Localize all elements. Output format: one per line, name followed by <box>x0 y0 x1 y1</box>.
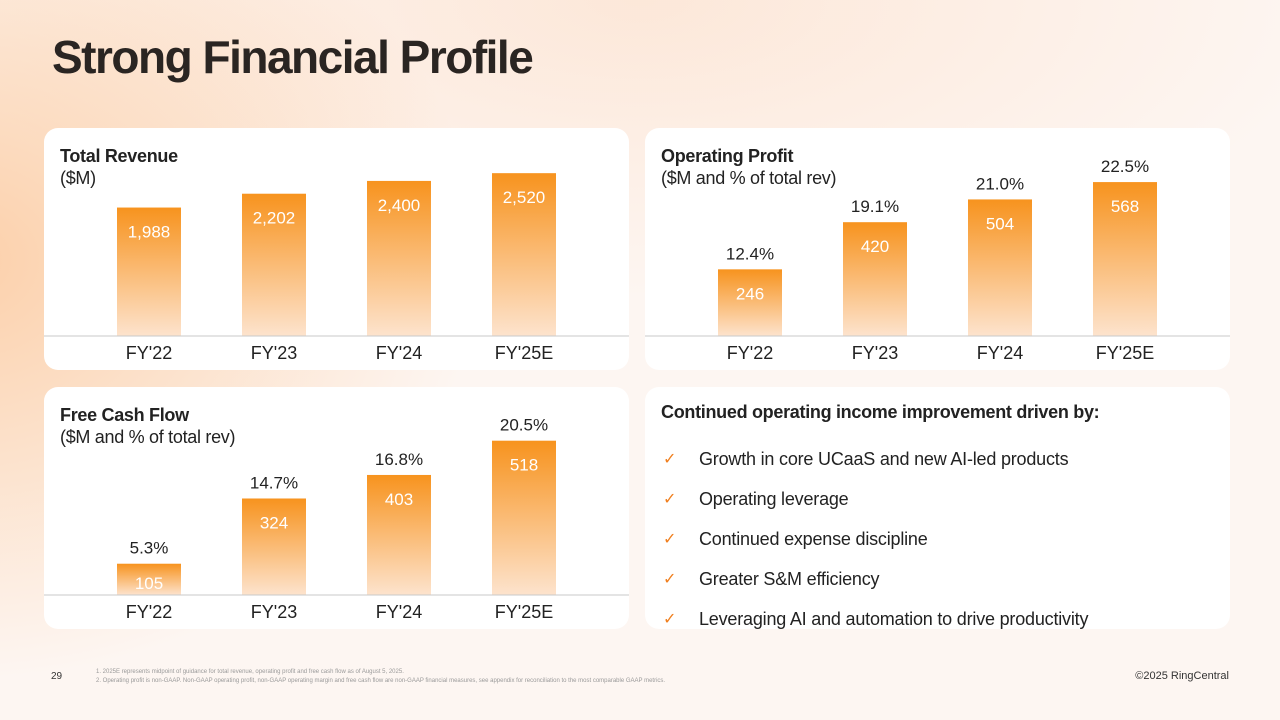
revenue-chart-card: Total Revenue ($M) 1,988 FY'22 2,202 FY'23 2… <box>44 128 629 370</box>
data-label: 518 <box>510 456 538 475</box>
percent-label: 21.0% <box>976 174 1024 193</box>
data-label: 246 <box>736 284 764 303</box>
chart-subtitle: ($M) <box>60 168 96 188</box>
category-label: FY'22 <box>727 343 773 363</box>
copyright: ©2025 RingCentral <box>1135 670 1229 682</box>
list-item: ✓ Operating leverage <box>663 479 1088 519</box>
percent-label: 14.7% <box>250 473 298 492</box>
percent-label: 22.5% <box>1101 157 1149 176</box>
driver-text: Greater S&M efficiency <box>699 568 880 589</box>
bar <box>117 563 181 595</box>
chart-subtitle: ($M and % of total rev) <box>60 427 236 447</box>
check-icon: ✓ <box>663 491 677 508</box>
driver-text: Growth in core UCaaS and new AI-led prod… <box>699 448 1069 469</box>
footnote: 2. Operating profit is non-GAAP. Non-GAA… <box>96 678 666 684</box>
revenue-chart: 1,988 FY'22 2,202 FY'23 2,400 FY'24 2,520 FY'25… <box>44 173 629 363</box>
page-title: Strong Financial Profile <box>52 31 534 83</box>
percent-label: 16.8% <box>375 450 423 469</box>
percent-label: 5.3% <box>130 539 169 558</box>
data-label: 504 <box>986 214 1014 233</box>
bar <box>1093 182 1157 336</box>
bar <box>242 193 306 336</box>
check-icon: ✓ <box>663 571 677 588</box>
bar <box>718 269 782 336</box>
data-label: 2,400 <box>378 196 421 215</box>
operating-profit-chart: 246 12.4% FY'22 420 19.1% FY'23 504 21.0% FY'24 5… <box>645 157 1230 363</box>
list-item: ✓ Leveraging AI and automation to drive p… <box>663 599 1088 639</box>
bar <box>492 173 556 336</box>
category-label: FY'23 <box>251 602 297 622</box>
data-label: 420 <box>861 237 889 256</box>
bar <box>843 222 907 336</box>
data-label: 105 <box>135 574 163 593</box>
drivers-list: ✓ Growth in core UCaaS and new AI-led pro… <box>663 439 1088 639</box>
category-label: FY'23 <box>852 343 898 363</box>
category-label: FY'22 <box>126 602 172 622</box>
data-label: 1,988 <box>128 223 171 242</box>
data-label: 324 <box>260 513 288 532</box>
driver-text: Continued expense discipline <box>699 528 928 549</box>
operating-profit-chart-card: Operating Profit ($M and % of total rev)… <box>645 128 1230 370</box>
data-label: 2,520 <box>503 188 546 207</box>
check-icon: ✓ <box>663 451 677 468</box>
driver-text: Operating leverage <box>699 488 849 509</box>
bar <box>367 474 431 595</box>
category-label: FY'25E <box>495 602 553 622</box>
check-icon: ✓ <box>663 531 677 548</box>
chart-title: Operating Profit <box>661 146 794 166</box>
category-label: FY'24 <box>376 602 422 622</box>
data-label: 2,202 <box>253 209 296 228</box>
data-label: 568 <box>1111 197 1139 216</box>
percent-label: 12.4% <box>726 244 774 263</box>
percent-label: 19.1% <box>851 197 899 216</box>
bar <box>242 498 306 595</box>
bar <box>968 199 1032 336</box>
free-cash-flow-chart: 105 5.3% FY'22 324 14.7% FY'23 403 16.8% FY'24 51… <box>44 416 629 622</box>
bar <box>367 180 431 336</box>
data-label: 403 <box>385 490 413 509</box>
chart-subtitle: ($M and % of total rev) <box>661 168 837 188</box>
check-icon: ✓ <box>663 611 677 628</box>
chart-title: Total Revenue <box>60 146 178 166</box>
footnote: 1. 2025E represents midpoint of guidance… <box>96 669 404 675</box>
bar <box>117 207 181 336</box>
drivers-title: Continued operating income improvement d… <box>661 402 1100 422</box>
free-cash-flow-chart-card: Free Cash Flow ($M and % of total rev) 1… <box>44 387 629 629</box>
list-item: ✓ Continued expense discipline <box>663 519 1088 559</box>
category-label: FY'23 <box>251 343 297 363</box>
category-label: FY'25E <box>1096 343 1154 363</box>
list-item: ✓ Growth in core UCaaS and new AI-led pro… <box>663 439 1088 479</box>
category-label: FY'22 <box>126 343 172 363</box>
category-label: FY'24 <box>376 343 422 363</box>
category-label: FY'24 <box>977 343 1023 363</box>
percent-label: 20.5% <box>500 416 548 435</box>
list-item: ✓ Greater S&M efficiency <box>663 559 1088 599</box>
category-label: FY'25E <box>495 343 553 363</box>
bar <box>492 440 556 595</box>
chart-title: Free Cash Flow <box>60 405 189 425</box>
drivers-card: Continued operating income improvement d… <box>645 387 1230 629</box>
page-number: 29 <box>51 671 63 682</box>
driver-text: Leveraging AI and automation to drive pr… <box>699 608 1089 629</box>
footnotes: 1. 2025E represents midpoint of guidance… <box>96 668 665 686</box>
